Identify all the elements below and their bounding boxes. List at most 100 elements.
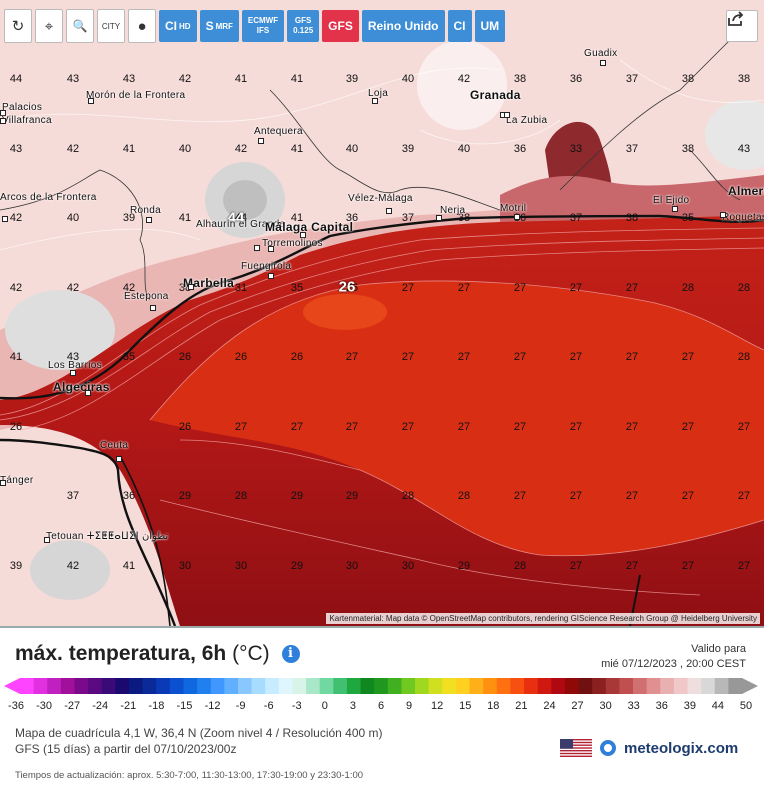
share-button[interactable]	[726, 10, 758, 42]
scale-swatch	[346, 678, 362, 694]
scale-tick-label: 12	[431, 700, 444, 712]
city-label[interactable]: Tánger	[0, 475, 34, 486]
model-smrf-button[interactable]: S MRF	[199, 10, 239, 42]
temperature-map[interactable]: ↻ ⌖ 🔍 CITY ● CI HD S MRF ECMWF IFS GFS 0.125…	[0, 0, 764, 628]
scale-swatch	[360, 678, 375, 694]
scale-tick-label: 39	[683, 700, 696, 712]
city-label[interactable]: La Zubia	[506, 115, 548, 126]
city-marker	[300, 232, 306, 238]
scale-tick-label: 18	[487, 700, 500, 712]
scale-tick-label: 33	[627, 700, 640, 712]
city-label[interactable]: Vélez-Málaga	[348, 193, 413, 204]
city-label[interactable]: Arcos de la Frontera	[0, 192, 97, 203]
scale-swatch	[251, 678, 266, 694]
scale-swatch	[387, 678, 402, 694]
city-marker	[504, 112, 510, 118]
city-label[interactable]: Tetouan ⵜⵉⵟⵟⴰⵡⵉⵏ تطوان	[46, 531, 169, 542]
scale-tick-label: -15	[176, 700, 193, 712]
city-marker	[0, 480, 6, 486]
africa-coastline	[0, 438, 177, 626]
scale-swatch	[183, 678, 198, 694]
model-um-button[interactable]: UM	[474, 10, 506, 42]
location-pin-icon[interactable]: ⌖	[35, 9, 63, 43]
model-ci-button[interactable]: CI	[447, 10, 472, 42]
color-scale-bar	[4, 678, 758, 694]
scale-swatch	[633, 678, 648, 694]
city-labels-icon[interactable]: CITY	[97, 9, 125, 43]
scale-tick-label: 0	[321, 700, 328, 712]
scale-max-arrow	[742, 678, 758, 694]
scale-tick-label: -9	[235, 700, 246, 712]
city-label[interactable]: Málaga Capital	[265, 220, 354, 234]
zoom-out-icon[interactable]: 🔍	[66, 9, 94, 43]
scale-swatch	[619, 678, 634, 694]
city-label[interactable]: Estepona	[124, 291, 169, 302]
city-label[interactable]: Algeciras	[53, 380, 110, 394]
city-marker	[720, 212, 726, 218]
city-label[interactable]: Loja	[368, 88, 389, 99]
meteologix-logo-icon	[600, 740, 616, 756]
city-label[interactable]: Motril	[500, 203, 527, 214]
city-label[interactable]: Morón de la Frontera	[86, 90, 186, 101]
city-label[interactable]: Ceuta	[100, 440, 129, 451]
city-label[interactable]: Granada	[470, 88, 521, 102]
city-marker	[85, 390, 91, 396]
scale-swatch	[605, 678, 620, 694]
city-label[interactable]: Almería	[728, 184, 764, 198]
city-marker	[600, 60, 606, 66]
scale-swatch	[401, 678, 416, 694]
scale-swatch	[578, 678, 593, 694]
city-label[interactable]: Antequera	[254, 126, 303, 137]
scale-swatch	[687, 678, 702, 694]
scale-swatch	[524, 678, 539, 694]
sea-warm-core	[303, 294, 387, 330]
scale-swatch	[169, 678, 184, 694]
scale-swatch	[374, 678, 389, 694]
model-gfs-button[interactable]: GFS	[322, 10, 359, 42]
scale-swatch	[197, 678, 212, 694]
scale-tick-label: 9	[406, 700, 413, 712]
city-label[interactable]: Los Barrios	[48, 360, 102, 371]
us-flag-icon[interactable]	[560, 739, 592, 757]
scale-tick-label: 21	[515, 700, 528, 712]
scale-tick-label: -12	[204, 700, 221, 712]
scale-swatch	[510, 678, 525, 694]
scale-tick-label: 36	[655, 700, 668, 712]
info-icon[interactable]: i	[281, 645, 300, 664]
city-label[interactable]: Marbella	[183, 276, 235, 290]
scale-tick-label: 6	[377, 700, 385, 712]
city-marker	[0, 110, 6, 116]
city-label[interactable]: Fuengirola	[241, 261, 292, 272]
city-label[interactable]: Nerja	[440, 205, 466, 216]
model-ecmwf-button[interactable]: ECMWF IFS	[241, 10, 285, 42]
city-label[interactable]: Alhaurín el Grande	[196, 219, 286, 230]
city-label[interactable]: El Ejido	[653, 195, 690, 206]
parameter-title: máx. temperatura, 6h (°C) i	[15, 642, 300, 666]
reload-icon[interactable]: ↻	[4, 9, 32, 43]
brand-logo[interactable]: meteologix.com	[560, 738, 738, 758]
scale-swatch	[442, 678, 457, 694]
scale-swatch	[660, 678, 675, 694]
model-reino-unido-button[interactable]: Reino Unido	[361, 10, 445, 42]
scale-swatch	[592, 678, 607, 694]
city-label[interactable]: Torremolinos	[262, 238, 323, 249]
city-label[interactable]: Ronda	[130, 205, 161, 216]
scale-swatch	[237, 678, 253, 694]
city-label[interactable]: Guadix	[584, 48, 618, 59]
share-icon	[728, 11, 744, 26]
city-label[interactable]: Roquetas de Mar	[722, 212, 764, 223]
model-gfs-0125-button[interactable]: GFS 0.125	[287, 10, 320, 42]
scale-swatch	[469, 678, 484, 694]
city-marker	[146, 217, 152, 223]
scale-swatch	[483, 678, 498, 694]
city-label[interactable]: Palacios	[2, 102, 43, 113]
city-label[interactable]: Villafranca	[2, 115, 52, 126]
cool-patch-5	[30, 540, 110, 600]
city-marker	[70, 370, 76, 376]
scale-swatch	[714, 678, 729, 694]
point-marker-icon[interactable]: ●	[128, 9, 156, 43]
model-ci-hd-button[interactable]: CI HD	[159, 10, 197, 42]
scale-swatch	[701, 678, 716, 694]
scale-tick-label: -36	[8, 700, 24, 712]
scale-swatch	[551, 678, 566, 694]
